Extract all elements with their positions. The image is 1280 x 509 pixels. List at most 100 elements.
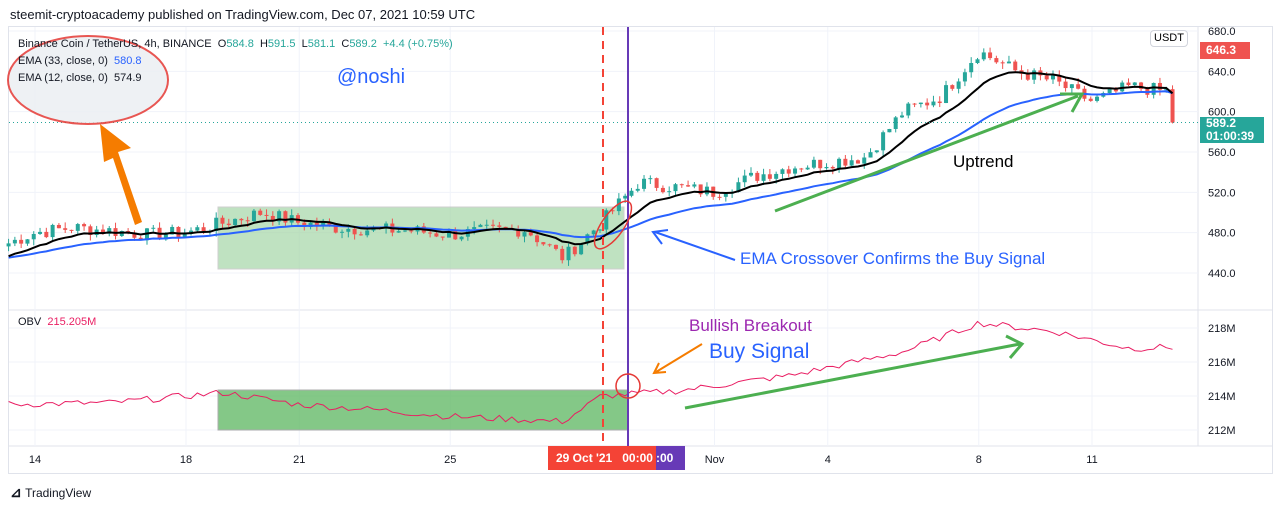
candle xyxy=(761,174,766,181)
orange-small-arrow-icon xyxy=(652,343,703,375)
last-price-label: 589.2 01:00:39 xyxy=(1200,117,1264,143)
candle xyxy=(321,222,326,227)
candle xyxy=(396,231,401,233)
candle xyxy=(176,226,181,238)
candle xyxy=(12,239,17,244)
candle xyxy=(69,229,74,231)
currency-button[interactable]: USDT xyxy=(1150,30,1188,47)
tradingview-logo[interactable]: ⊿ TradingView xyxy=(10,484,92,500)
candle xyxy=(887,128,892,133)
candle xyxy=(673,184,678,192)
candle xyxy=(824,166,829,169)
candle xyxy=(258,210,263,215)
candle xyxy=(100,229,105,234)
blue-arrow-icon xyxy=(651,229,736,261)
candle xyxy=(38,231,43,234)
candle xyxy=(723,193,728,197)
o-label: O xyxy=(217,38,227,50)
candle xyxy=(572,246,577,255)
candle xyxy=(214,217,219,231)
candle xyxy=(535,235,540,243)
candle xyxy=(239,218,244,221)
candle xyxy=(560,248,565,261)
candle xyxy=(1170,89,1175,123)
candle xyxy=(660,187,665,193)
candle xyxy=(503,226,508,229)
candle xyxy=(6,243,11,247)
candle xyxy=(201,227,206,232)
ema33-legend[interactable]: EMA (33, close, 0) 580.8 xyxy=(18,53,453,70)
obv-tick: 212M xyxy=(1208,425,1236,437)
ema12-line xyxy=(8,71,1174,258)
candle xyxy=(333,224,338,233)
candle xyxy=(893,117,898,129)
candle xyxy=(755,172,760,181)
candle xyxy=(226,223,231,226)
candle xyxy=(446,231,451,238)
candle xyxy=(975,59,980,64)
obv-legend[interactable]: OBV 215.205M xyxy=(18,316,96,328)
candle xyxy=(786,169,791,174)
price-tick: 600.0 xyxy=(1208,107,1236,119)
candle xyxy=(698,184,703,195)
candle xyxy=(1139,82,1144,89)
candle xyxy=(1126,82,1131,86)
candle xyxy=(1032,70,1037,80)
candle xyxy=(931,101,936,106)
candle xyxy=(774,173,779,179)
candle xyxy=(151,227,156,229)
tv-logo-icon: ⊿ xyxy=(10,484,22,500)
legend-highlight-ellipse xyxy=(7,35,169,125)
obv-label: OBV xyxy=(18,316,42,328)
time-tick: 25 xyxy=(444,454,456,466)
time-tick: 11 xyxy=(1086,454,1097,466)
candle xyxy=(402,230,407,232)
candle xyxy=(270,215,275,222)
symbol-title[interactable]: Binance Coin / TetherUS, 4h, BINANCE xyxy=(18,38,212,50)
candle xyxy=(686,185,691,187)
high-price-label: 646.3 xyxy=(1200,42,1250,59)
candle xyxy=(19,239,24,244)
candle xyxy=(950,85,955,89)
candle xyxy=(1000,62,1005,64)
candle xyxy=(648,178,653,180)
obv-tick: 218M xyxy=(1208,323,1236,335)
published-by: steemit-cryptoacademy published on Tradi… xyxy=(10,7,476,22)
candle xyxy=(1113,88,1118,92)
candle xyxy=(251,210,256,222)
candle xyxy=(434,233,439,237)
legend: Binance Coin / TetherUS, 4h, BINANCE O 58… xyxy=(18,36,453,87)
candle xyxy=(610,210,615,212)
candle xyxy=(742,175,747,183)
candle xyxy=(484,224,489,226)
candle xyxy=(736,182,741,193)
ema12-legend[interactable]: EMA (12, close, 0) 574.9 xyxy=(18,70,453,87)
candle xyxy=(937,101,942,104)
candle xyxy=(107,228,112,234)
candle xyxy=(1050,75,1055,80)
candle xyxy=(478,224,483,228)
candle xyxy=(679,184,684,186)
price-tick: 520.0 xyxy=(1208,187,1236,199)
candle xyxy=(163,234,168,240)
price-tick: 440.0 xyxy=(1208,268,1236,280)
candle xyxy=(1044,75,1049,80)
close-value: 589.2 xyxy=(349,38,377,50)
candle xyxy=(623,195,628,199)
ema33-label: EMA (33, close, 0) xyxy=(18,55,108,67)
obv-line xyxy=(8,320,1173,425)
time-tick: 21 xyxy=(293,454,305,466)
candle xyxy=(843,158,848,166)
candle xyxy=(277,211,282,222)
candle xyxy=(233,218,238,226)
candle xyxy=(1107,88,1112,93)
price-tick: 640.0 xyxy=(1208,66,1236,78)
candle xyxy=(956,81,961,89)
time-tick: 18 xyxy=(180,454,192,466)
h-label: H xyxy=(259,38,268,50)
time-tick: 4 xyxy=(825,454,831,466)
candle xyxy=(767,174,772,179)
candle xyxy=(818,159,823,169)
candle xyxy=(1013,61,1018,71)
